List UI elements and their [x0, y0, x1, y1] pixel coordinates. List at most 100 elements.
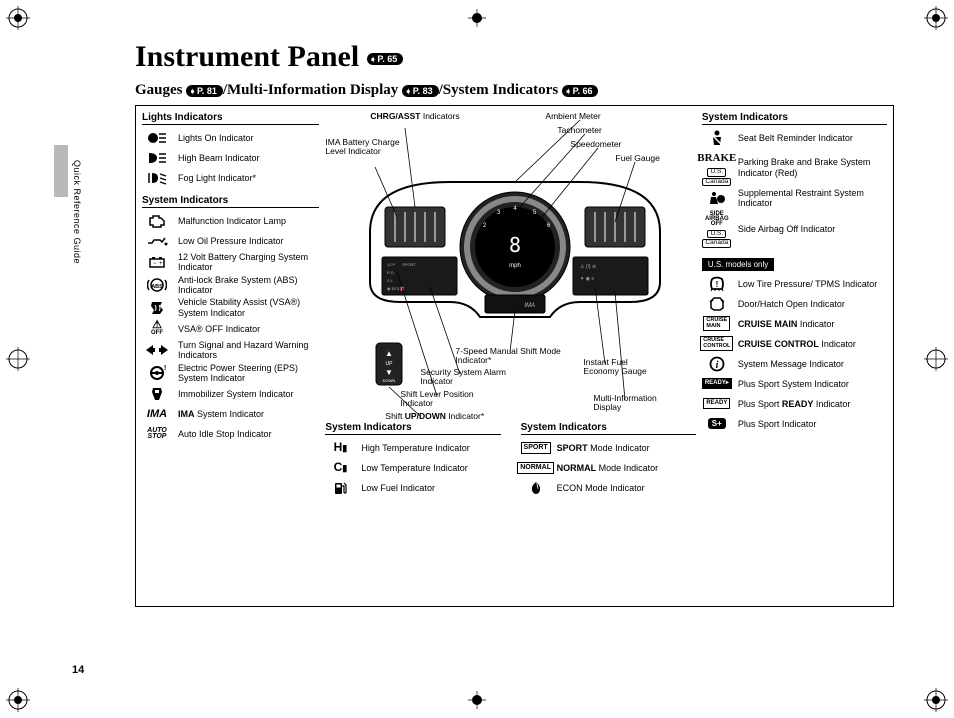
- indicator-label: High Temperature Indicator: [361, 443, 500, 453]
- callout-label: Shift Lever Position Indicator: [400, 390, 480, 409]
- indicator-label: Anti-lock Brake System (ABS) Indicator: [178, 275, 319, 296]
- callout-label: Security System Alarm Indicator: [420, 368, 510, 387]
- normal-icon: NORMAL: [524, 459, 548, 477]
- indicator-row: SPORTSPORT Mode Indicator: [521, 439, 696, 457]
- vsa-off-icon: ⚠OFF: [145, 320, 169, 338]
- section-title: System Indicators: [142, 195, 319, 208]
- svg-text:✦ ◉ ≡: ✦ ◉ ≡: [580, 276, 594, 282]
- indicator-row: !Electric Power Steering (EPS) System In…: [142, 363, 319, 384]
- indicator-row: Low Fuel Indicator: [325, 479, 500, 497]
- page-title: Instrument Panel P. 65: [135, 40, 894, 74]
- indicator-row: AUTOSTOPAuto Idle Stop Indicator: [142, 425, 319, 443]
- indicator-row: H▮ High Temperature Indicator: [325, 439, 500, 457]
- cruise-main-icon: CRUISEMAIN: [705, 315, 729, 333]
- indicator-label: Plus Sport READY Indicator: [738, 399, 887, 409]
- svg-text:◉ EE3 ⛽: ◉ EE3 ⛽: [387, 286, 405, 291]
- indicator-label: High Beam Indicator: [178, 153, 319, 163]
- immobilizer-icon: [145, 385, 169, 403]
- indicator-row: i System Message Indicator: [702, 355, 887, 373]
- econ-icon: [524, 479, 548, 497]
- fog-icon: [145, 169, 169, 187]
- indicator-row: NORMAL NORMAL Mode Indicator: [521, 459, 696, 477]
- ima-icon: IMA: [145, 405, 169, 423]
- indicator-label: Low Oil Pressure Indicator: [178, 236, 319, 246]
- indicator-row: Immobilizer System Indicator: [142, 385, 319, 403]
- abs-icon: ABS: [145, 276, 169, 294]
- info-icon: i: [705, 355, 729, 373]
- indicator-label: ECON Mode Indicator: [557, 483, 696, 493]
- crop-mark: [465, 6, 489, 30]
- vsa-icon: [145, 299, 169, 317]
- indicator-label: CRUISE CONTROL Indicator: [738, 339, 887, 349]
- turn-icon: [145, 341, 169, 359]
- door-icon: [705, 295, 729, 313]
- splus-icon: S+: [705, 415, 729, 433]
- indicator-row: BRAKEU.S.CanadaParking Brake and Brake S…: [702, 149, 887, 186]
- engine-icon: [145, 212, 169, 230]
- crop-mark: [924, 347, 948, 371]
- side-label: Quick Reference Guide: [72, 160, 82, 264]
- seatbelt-icon: [705, 129, 729, 147]
- svg-text:ABS: ABS: [151, 284, 163, 290]
- indicator-row: READYPlus Sport READY Indicator: [702, 395, 887, 413]
- callout-label: Multi-Information Display: [593, 394, 673, 413]
- callout-label: 7-Speed Manual Shift Mode Indicator*: [455, 347, 575, 366]
- side-tab: [54, 145, 68, 197]
- mid-right-section: System Indicators SPORTSPORT Mode Indica…: [521, 422, 696, 505]
- crop-mark: [924, 688, 948, 712]
- svg-text:⚠ (!) ⊘: ⚠ (!) ⊘: [580, 264, 596, 270]
- indicator-label: Parking Brake and Brake System Indicator…: [738, 157, 887, 178]
- svg-text:mph: mph: [510, 263, 522, 269]
- indicator-row: ABS Anti-lock Brake System (ABS) Indicato…: [142, 275, 319, 296]
- callout-label: Tachometer: [557, 126, 601, 135]
- oil-icon: [145, 232, 169, 250]
- sport-icon: SPORT: [524, 439, 548, 457]
- indicator-label: Immobilizer System Indicator: [178, 389, 319, 399]
- indicator-label: Malfunction Indicator Lamp: [178, 216, 319, 226]
- indicator-row: Malfunction Indicator Lamp: [142, 212, 319, 230]
- indicator-label: Lights On Indicator: [178, 133, 319, 143]
- tpms-icon: !: [705, 275, 729, 293]
- svg-text:!: !: [715, 280, 718, 289]
- indicator-label: Auto Idle Stop Indicator: [178, 429, 319, 439]
- callout-label: Fuel Gauge: [615, 154, 659, 163]
- left-column: Lights Indicators Lights On IndicatorHig…: [142, 112, 319, 600]
- svg-text:8: 8: [509, 233, 521, 257]
- title-text: Instrument Panel: [135, 40, 359, 73]
- svg-text:▼: ▼: [385, 368, 393, 377]
- indicator-row: READY▸Plus Sport System Indicator: [702, 375, 887, 393]
- indicator-label: Low Temperature Indicator: [361, 463, 500, 473]
- fuel-icon: [328, 479, 352, 497]
- indicator-row: Seat Belt Reminder Indicator: [702, 129, 887, 147]
- indicator-label: System Message Indicator: [738, 359, 887, 369]
- indicator-label: Electric Power Steering (EPS) System Ind…: [178, 363, 319, 384]
- srs-icon: [705, 189, 729, 207]
- instrument-cluster-diagram: 8 mph 23 4 56 12 PSPORT R DS L ◉ EE3 ⛽: [360, 172, 670, 332]
- svg-text:i: i: [715, 360, 718, 371]
- indicator-row: Supplemental Restraint System Indicator: [702, 188, 887, 209]
- hitemp-icon: H▮: [328, 439, 352, 457]
- indicator-label: Low Fuel Indicator: [361, 483, 500, 493]
- crop-mark: [6, 6, 30, 30]
- cruise-ctrl-icon: CRUISECONTROL: [705, 335, 729, 353]
- system-list: Malfunction Indicator Lamp Low Oil Pressu…: [142, 212, 319, 443]
- indicator-row: ECON Mode Indicator: [521, 479, 696, 497]
- ready-s-icon: READY▸: [705, 375, 729, 393]
- battery-icon: −+: [145, 253, 169, 271]
- shift-up-down-icon: ▲ UP ▼ DOWN: [375, 342, 403, 386]
- indicator-label: Fog Light Indicator*: [178, 173, 319, 183]
- sideairbag-icon: SIDEAIRBAGOFF: [705, 211, 729, 229]
- indicator-row: IMA IMA System Indicator: [142, 405, 319, 423]
- lotemp-icon: C▮: [328, 459, 352, 477]
- svg-text:▲: ▲: [385, 349, 393, 358]
- svg-text:IMA: IMA: [525, 303, 536, 309]
- crop-mark: [6, 347, 30, 371]
- indicator-label: IMA System Indicator: [178, 409, 319, 419]
- indicator-label: Supplemental Restraint System Indicator: [738, 188, 887, 209]
- indicator-row: Vehicle Stability Assist (VSA®) System I…: [142, 297, 319, 318]
- callout-label: CHRG/ASST Indicators: [370, 112, 459, 121]
- indicator-label: NORMAL Mode Indicator: [557, 463, 696, 473]
- subheader: Gauges P. 81/Multi-Information Display P…: [135, 82, 894, 99]
- svg-text:−: −: [153, 261, 157, 267]
- indicator-row: −+12 Volt Battery Charging System Indica…: [142, 252, 319, 273]
